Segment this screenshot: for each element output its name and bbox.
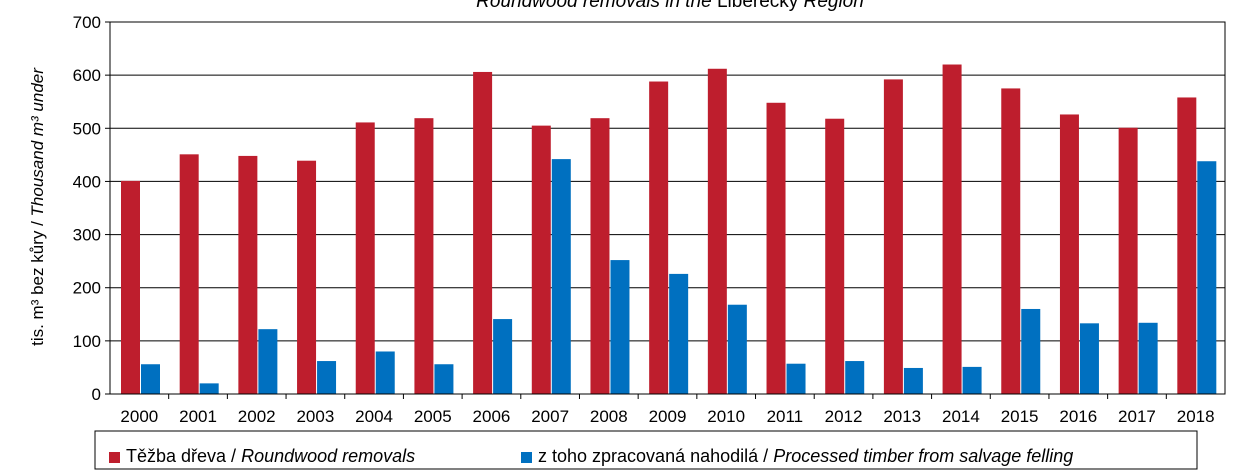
- x-tick-label: 2013: [883, 407, 921, 426]
- x-tick-label: 2007: [531, 407, 569, 426]
- bar-salvage-felling: [962, 366, 982, 394]
- bar-salvage-felling: [727, 304, 747, 394]
- bar-roundwood-removals: [238, 155, 258, 394]
- bar-roundwood-removals: [942, 64, 962, 394]
- x-tick-label: 2010: [707, 407, 745, 426]
- x-tick-label: 2005: [414, 407, 452, 426]
- bar-roundwood-removals: [1118, 127, 1138, 395]
- x-tick-label: 2018: [1177, 407, 1215, 426]
- bar-roundwood-removals: [707, 68, 727, 394]
- bar-salvage-felling: [551, 159, 571, 394]
- y-tick-label: 0: [92, 385, 101, 404]
- bar-salvage-felling: [1021, 308, 1041, 394]
- chart-title: Roundwood removals in the Liberecký Regi…: [476, 0, 864, 12]
- legend: Těžba dřeva / Roundwood removals z toho …: [94, 430, 1198, 470]
- title-italic-2: Region: [804, 0, 864, 12]
- x-tick-label: 2002: [238, 407, 276, 426]
- y-tick-label: 700: [73, 13, 101, 32]
- x-tick-label: 2012: [825, 407, 863, 426]
- x-tick-label: 2003: [296, 407, 334, 426]
- bar-salvage-felling: [1079, 323, 1099, 394]
- bar-salvage-felling: [845, 361, 865, 394]
- bar-salvage-felling: [317, 361, 337, 394]
- x-tick-label: 2001: [179, 407, 217, 426]
- bar-roundwood-removals: [179, 154, 199, 394]
- bar-salvage-felling: [903, 367, 923, 394]
- plot-frame: [109, 21, 1226, 395]
- bar-salvage-felling: [434, 364, 454, 394]
- bar-roundwood-removals: [766, 102, 786, 394]
- x-tick-label: 2014: [942, 407, 980, 426]
- bar-salvage-felling: [141, 364, 160, 394]
- y-axis-label-cz: tis. m³ bez kůry /: [28, 221, 47, 346]
- x-tick-labels: 2000 2001 2002 2003 2004 2005 2006 2007 2008 2009…: [120, 394, 1215, 426]
- legend-removals-en: Roundwood removals: [241, 446, 415, 466]
- x-tick-label: 2008: [590, 407, 628, 426]
- legend-removals-cz: Těžba dřeva /: [126, 446, 236, 466]
- bar-salvage-felling: [610, 260, 630, 394]
- bar-roundwood-removals: [883, 79, 903, 394]
- bar-roundwood-removals: [590, 118, 610, 394]
- x-tick-label: 2011: [767, 407, 804, 426]
- bar-salvage-felling: [1197, 161, 1217, 394]
- legend-swatch-salvage: [521, 452, 532, 463]
- y-tick-label: 300: [73, 226, 101, 245]
- title-italic-1: Roundwood removals in the: [476, 0, 712, 12]
- bar-roundwood-removals: [649, 81, 669, 395]
- bar-roundwood-removals: [473, 71, 493, 394]
- bar-salvage-felling: [258, 329, 278, 394]
- y-tick-label: 200: [73, 279, 101, 298]
- legend-salvage-cz: z toho zpracovaná nahodilá /: [538, 446, 768, 466]
- bar-salvage-felling: [786, 363, 806, 394]
- bar-roundwood-removals: [825, 118, 845, 394]
- legend-swatch-removals: [109, 452, 120, 463]
- y-axis-label: tis. m³ bez kůry / Thousand m³ under: [28, 67, 47, 346]
- x-tick-label: 2016: [1059, 407, 1097, 426]
- legend-label-removals: Těžba dřeva / Roundwood removals: [126, 446, 415, 466]
- legend-label-salvage: z toho zpracovaná nahodilá / Processed t…: [538, 446, 1073, 466]
- bar-salvage-felling: [1138, 322, 1158, 394]
- bar-salvage-felling: [199, 383, 219, 394]
- x-tick-label: 2017: [1118, 407, 1156, 426]
- legend-salvage-en: Processed timber from salvage felling: [773, 446, 1073, 466]
- y-tick-labels: 0 100 200 300 400 500 600 700: [73, 13, 110, 404]
- bar-roundwood-removals: [531, 125, 551, 394]
- y-tick-label: 500: [73, 119, 101, 138]
- bar-salvage-felling: [493, 319, 513, 394]
- x-tick-label: 2015: [1001, 407, 1039, 426]
- bar-roundwood-removals: [1177, 97, 1197, 394]
- x-tick-label: 2000: [120, 407, 158, 426]
- bar-roundwood-removals: [355, 122, 375, 394]
- bar-roundwood-removals: [121, 180, 140, 394]
- legend-box: [94, 430, 1198, 470]
- bar-roundwood-removals: [1059, 114, 1079, 395]
- bar-salvage-felling: [669, 273, 689, 394]
- y-tick-label: 400: [73, 172, 101, 191]
- bars: [121, 64, 1217, 395]
- bar-roundwood-removals: [414, 118, 434, 394]
- bar-roundwood-removals: [1001, 88, 1021, 394]
- bar-salvage-felling: [375, 351, 395, 394]
- x-tick-label: 2004: [355, 407, 393, 426]
- x-tick-label: 2006: [473, 407, 511, 426]
- y-tick-label: 100: [73, 332, 101, 351]
- title-region-name: Liberecký: [717, 0, 799, 12]
- bar-roundwood-removals: [297, 160, 317, 394]
- y-axis-label-en: Thousand m³ under: [28, 67, 47, 217]
- y-tick-label: 600: [73, 66, 101, 85]
- x-tick-label: 2009: [649, 407, 687, 426]
